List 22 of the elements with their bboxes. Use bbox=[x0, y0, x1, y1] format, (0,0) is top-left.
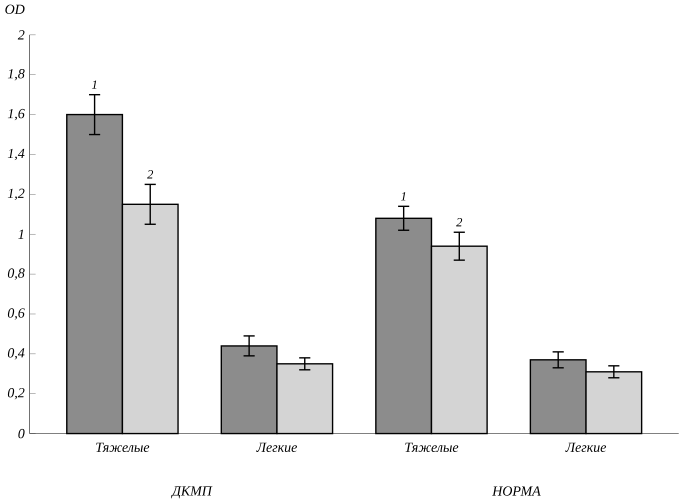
series-label: 2 bbox=[456, 218, 462, 226]
y-tick-label: 0,4 bbox=[8, 348, 24, 360]
series-label: 1 bbox=[400, 192, 406, 200]
y-axis-title: OD bbox=[5, 4, 25, 14]
y-tick-label: 1,8 bbox=[8, 69, 25, 80]
y-tick-label: 1,6 bbox=[8, 108, 25, 120]
text: 1 bbox=[92, 80, 96, 89]
y-tick-label: 0,8 bbox=[8, 268, 25, 280]
y-tick-label: 2 bbox=[18, 30, 24, 40]
x-tick-label: Легкие bbox=[565, 442, 606, 452]
y-tick-label: 0,2 bbox=[8, 388, 24, 400]
text: 2 bbox=[147, 170, 154, 178]
x-tick-label: Тяжелые bbox=[96, 442, 150, 452]
y-tick-label: 1 bbox=[18, 230, 24, 239]
x-tick-label: Тяжелые bbox=[405, 442, 458, 452]
x-tick-label: Легкие bbox=[256, 442, 297, 452]
text: ДКМП bbox=[170, 486, 213, 498]
y-tick-label: 1,4 bbox=[8, 148, 24, 160]
y-tick-label: 0,6 bbox=[8, 308, 25, 320]
text: НОРМА bbox=[492, 486, 541, 496]
y-tick-label: 0 bbox=[18, 428, 25, 438]
y-tick-label: 1,2 bbox=[8, 188, 24, 200]
